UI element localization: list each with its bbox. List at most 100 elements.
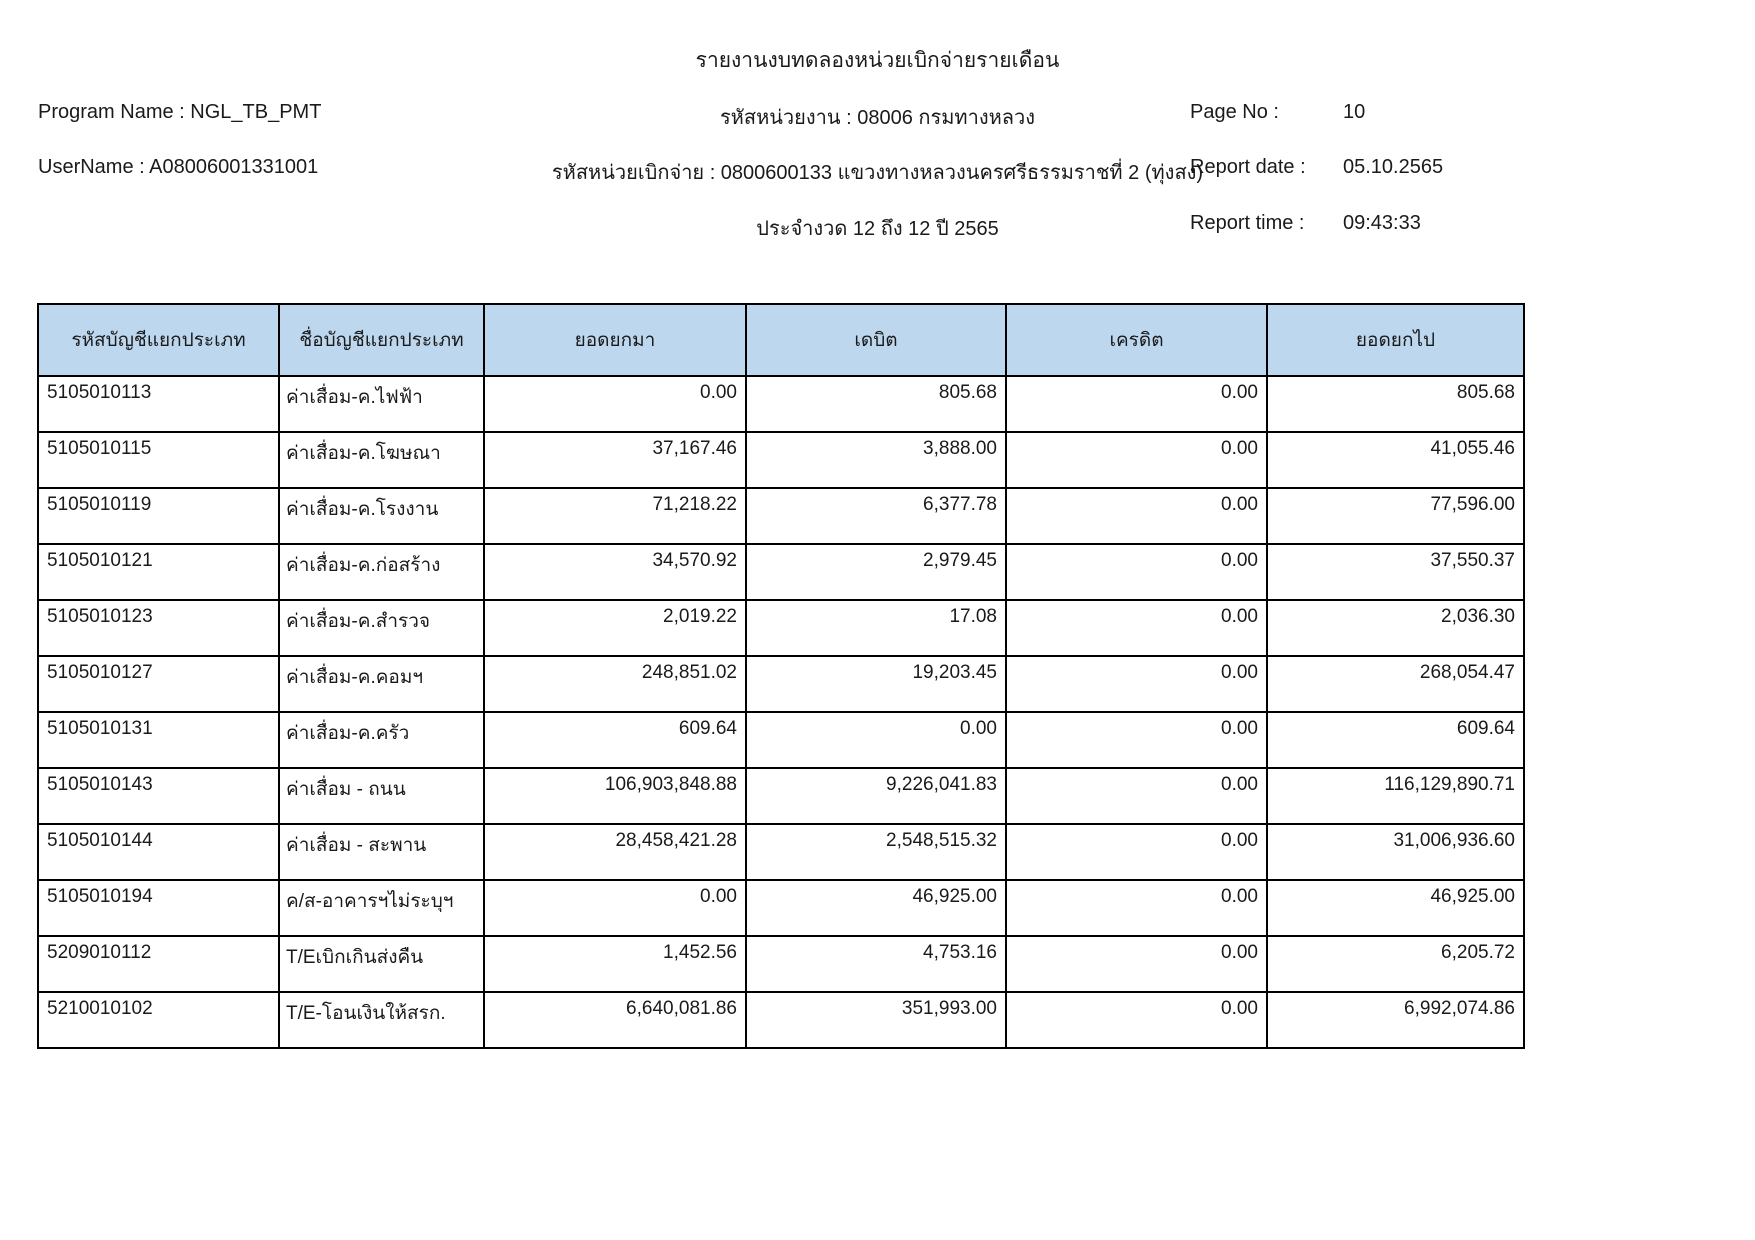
closing-balance-cell: 41,055.46 (1266, 431, 1525, 489)
table-row: 5209010112 T/Eเบิกเกินส่งคืน 1,452.56 4,753… (37, 935, 1525, 993)
account-name-cell: ค่าเสื่อม-ค.ก่อสร้าง (278, 543, 485, 601)
opening-balance-cell: 2,019.22 (483, 599, 747, 657)
account-name-cell: ค่าเสื่อม - ถนน (278, 767, 485, 825)
debit-cell: 9,226,041.83 (745, 767, 1007, 825)
credit-cell: 0.00 (1005, 767, 1268, 825)
opening-balance-cell: 28,458,421.28 (483, 823, 747, 881)
account-code-cell: 5105010131 (37, 711, 280, 769)
table-body: 5105010113 ค่าเสื่อม-ค.ไฟฟ้า 0.00 805.68 0.0… (37, 375, 1525, 1049)
debit-cell: 2,979.45 (745, 543, 1007, 601)
debit-cell: 46,925.00 (745, 879, 1007, 937)
credit-cell: 0.00 (1005, 375, 1268, 433)
opening-balance-cell: 0.00 (483, 879, 747, 937)
opening-balance-cell: 609.64 (483, 711, 747, 769)
opening-balance-cell: 106,903,848.88 (483, 767, 747, 825)
closing-balance-cell: 77,596.00 (1266, 487, 1525, 545)
report-date-value: 05.10.2565 (1343, 156, 1444, 178)
account-code-cell: 5209010112 (37, 935, 280, 993)
account-code-cell: 5105010123 (37, 599, 280, 657)
column-header-3: เดบิต (745, 303, 1007, 377)
closing-balance-cell: 6,992,074.86 (1266, 991, 1525, 1049)
account-code-cell: 5105010113 (37, 375, 280, 433)
opening-balance-cell: 71,218.22 (483, 487, 747, 545)
table-row: 5105010113 ค่าเสื่อม-ค.ไฟฟ้า 0.00 805.68 0.0… (37, 375, 1525, 433)
table-row: 5105010123 ค่าเสื่อม-ค.สำรวจ 2,019.22 17.08… (37, 599, 1525, 657)
closing-balance-cell: 805.68 (1266, 375, 1525, 433)
report-date-label: Report date : (1190, 156, 1306, 178)
debit-cell: 4,753.16 (745, 935, 1007, 993)
disburse-unit-line: รหัสหน่วยเบิกจ่าย : 0800600133 แขวงทางหล… (551, 162, 1204, 184)
account-name-cell: ค่าเสื่อม-ค.คอมฯ (278, 655, 485, 713)
opening-balance-cell: 248,851.02 (483, 655, 747, 713)
program-name: Program Name : NGL_TB_PMT (38, 101, 322, 123)
table-row: 5105010131 ค่าเสื่อม-ค.ครัว 609.64 0.00 0.00… (37, 711, 1525, 769)
debit-cell: 6,377.78 (745, 487, 1007, 545)
column-header-0: รหัสบัญชีแยกประเภท (37, 303, 280, 377)
closing-balance-cell: 268,054.47 (1266, 655, 1525, 713)
account-name-cell: ค่าเสื่อม-ค.สำรวจ (278, 599, 485, 657)
table-row: 5105010127 ค่าเสื่อม-ค.คอมฯ 248,851.02 19,2… (37, 655, 1525, 713)
account-name-cell: ค่าเสื่อม-ค.โรงงาน (278, 487, 485, 545)
debit-cell: 19,203.45 (745, 655, 1007, 713)
credit-cell: 0.00 (1005, 935, 1268, 993)
account-name-cell: ค่าเสื่อม-ค.ครัว (278, 711, 485, 769)
credit-cell: 0.00 (1005, 711, 1268, 769)
credit-cell: 0.00 (1005, 431, 1268, 489)
debit-cell: 17.08 (745, 599, 1007, 657)
debit-cell: 2,548,515.32 (745, 823, 1007, 881)
column-header-5: ยอดยกไป (1266, 303, 1525, 377)
account-code-cell: 5105010143 (37, 767, 280, 825)
debit-cell: 805.68 (745, 375, 1007, 433)
report-time-label: Report time : (1190, 212, 1305, 234)
table-row: 5105010143 ค่าเสื่อม - ถนน 106,903,848.88 9… (37, 767, 1525, 825)
opening-balance-cell: 6,640,081.86 (483, 991, 747, 1049)
account-name-cell: ค/ส-อาคารฯไม่ระบุฯ (278, 879, 485, 937)
trial-balance-table: รหัสบัญชีแยกประเภท ชื่อบัญชีแยกประเภท ยอดย… (37, 303, 1525, 1049)
page-no-value: 10 (1343, 101, 1366, 123)
column-header-4: เครดิต (1005, 303, 1268, 377)
opening-balance-cell: 37,167.46 (483, 431, 747, 489)
report-title: รายงานงบทดลองหน่วยเบิกจ่ายรายเดือน (695, 49, 1060, 72)
credit-cell: 0.00 (1005, 543, 1268, 601)
table-row: 5105010144 ค่าเสื่อม - สะพาน 28,458,421.28… (37, 823, 1525, 881)
credit-cell: 0.00 (1005, 823, 1268, 881)
credit-cell: 0.00 (1005, 879, 1268, 937)
page-no-label: Page No : (1190, 101, 1279, 123)
account-name-cell: ค่าเสื่อม-ค.โฆษณา (278, 431, 485, 489)
account-code-cell: 5105010115 (37, 431, 280, 489)
credit-cell: 0.00 (1005, 599, 1268, 657)
column-header-1: ชื่อบัญชีแยกประเภท (278, 303, 485, 377)
closing-balance-cell: 31,006,936.60 (1266, 823, 1525, 881)
credit-cell: 0.00 (1005, 487, 1268, 545)
agency-line: รหัสหน่วยงาน : 08006 กรมทางหลวง (719, 107, 1036, 129)
debit-cell: 0.00 (745, 711, 1007, 769)
opening-balance-cell: 34,570.92 (483, 543, 747, 601)
opening-balance-cell: 1,452.56 (483, 935, 747, 993)
account-code-cell: 5105010121 (37, 543, 280, 601)
account-name-cell: T/Eเบิกเกินส่งคืน (278, 935, 485, 993)
account-name-cell: T/E-โอนเงินให้สรก. (278, 991, 485, 1049)
debit-cell: 3,888.00 (745, 431, 1007, 489)
opening-balance-cell: 0.00 (483, 375, 747, 433)
username: UserName : A08006001331001 (38, 156, 319, 178)
credit-cell: 0.00 (1005, 991, 1268, 1049)
table-row: 5105010121 ค่าเสื่อม-ค.ก่อสร้าง 34,570.92 2… (37, 543, 1525, 601)
closing-balance-cell: 6,205.72 (1266, 935, 1525, 993)
account-code-cell: 5105010194 (37, 879, 280, 937)
period-line: ประจำงวด 12 ถึง 12 ปี 2565 (756, 218, 999, 240)
table-row: 5105010119 ค่าเสื่อม-ค.โรงงาน 71,218.22 6,3… (37, 487, 1525, 545)
credit-cell: 0.00 (1005, 655, 1268, 713)
account-code-cell: 5210010102 (37, 991, 280, 1049)
column-header-2: ยอดยกมา (483, 303, 747, 377)
closing-balance-cell: 116,129,890.71 (1266, 767, 1525, 825)
closing-balance-cell: 46,925.00 (1266, 879, 1525, 937)
report-time-value: 09:43:33 (1343, 212, 1421, 234)
closing-balance-cell: 37,550.37 (1266, 543, 1525, 601)
account-name-cell: ค่าเสื่อม - สะพาน (278, 823, 485, 881)
account-code-cell: 5105010119 (37, 487, 280, 545)
table-header-row: รหัสบัญชีแยกประเภท ชื่อบัญชีแยกประเภท ยอดย… (37, 303, 1525, 377)
closing-balance-cell: 609.64 (1266, 711, 1525, 769)
account-code-cell: 5105010144 (37, 823, 280, 881)
account-code-cell: 5105010127 (37, 655, 280, 713)
